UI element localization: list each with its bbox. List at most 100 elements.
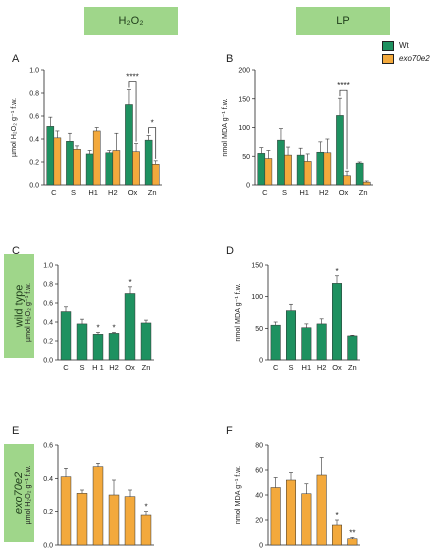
- x-tick-label: S: [288, 548, 293, 550]
- y-tick-label: 0.4: [43, 320, 53, 327]
- bar-wt-s: [285, 310, 297, 361]
- x-tick-label: Ox: [125, 548, 135, 550]
- bar-wt-zn: [355, 162, 364, 186]
- significance-bracket: [339, 89, 348, 170]
- bar-wt-h1: [296, 154, 305, 186]
- bar-wt-h2: [108, 333, 120, 361]
- panel-letter-e: E: [12, 425, 19, 437]
- bar-exo70e2-ox: [331, 524, 343, 546]
- panel-e: E 0.0 0.2 0.4 0.6 µmol H₂O₂ g⁻¹ f.w. C S H 1 H2 Ox…: [12, 425, 154, 550]
- bar-exo70e2-h2: [323, 152, 332, 186]
- y-tick-label: 200: [238, 68, 250, 75]
- x-tick-label: Ox: [128, 188, 138, 197]
- panel-letter-c: C: [12, 245, 20, 257]
- x-tick-label: S: [71, 188, 76, 197]
- bar-exo70e2-zn: [347, 538, 358, 546]
- y-tick-label: 0.6: [43, 301, 53, 308]
- bar-wt-h2: [105, 152, 114, 186]
- y-axis-label: µmol H₂O₂ g⁻¹ f.w.: [9, 98, 18, 157]
- y-tick-label: 50: [255, 326, 263, 333]
- panel-d: D 0 50 100 150 nmol MDA g⁻¹ f.w. C S H1 H2 Ox * Zn: [226, 245, 360, 372]
- y-tick-label: 150: [238, 96, 250, 103]
- x-tick-label: H 1: [92, 363, 104, 372]
- y-tick-label: 20: [255, 518, 263, 525]
- bar-exo70e2-s: [285, 479, 297, 546]
- y-tick-label: 40: [255, 493, 263, 500]
- bar-wt-zn: [140, 322, 152, 361]
- significance-bracket: [128, 81, 137, 142]
- y-tick-label: 0.0: [29, 183, 39, 190]
- y-tick-label: 0: [259, 358, 263, 365]
- x-tick-label: H1: [302, 548, 312, 550]
- legend-swatch-exo70e2: [382, 53, 394, 64]
- y-tick-label: 0.4: [43, 476, 53, 483]
- panel-f: F 0 20 40 60 80 nmol MDA g⁻¹ f.w. C S H1 H2 Ox * Zn **: [226, 425, 360, 550]
- x-tick-label: H2: [109, 363, 119, 372]
- row-label-wild-type: wild type: [4, 254, 34, 358]
- x-tick-label: S: [282, 188, 287, 197]
- bar-exo70e2-h2: [108, 494, 120, 546]
- x-tick-label: H2: [317, 548, 327, 550]
- x-tick-label: Zn: [348, 548, 357, 550]
- y-axis-label: µmol H₂O₂ g⁻¹ f.w.: [23, 465, 32, 524]
- y-axis-label: nmol MDA g⁻¹ f.w.: [233, 283, 242, 341]
- x-tick-label: H1: [302, 363, 312, 372]
- panel-letter-a: A: [12, 53, 20, 65]
- x-tick-label: Zn: [359, 188, 368, 197]
- significance-star: *: [335, 511, 338, 520]
- bar-wt-ox: [124, 293, 136, 361]
- x-tick-label: C: [63, 363, 69, 372]
- significance-star: *: [335, 267, 338, 276]
- y-tick-label: 50: [242, 154, 250, 161]
- bar-exo70e2-ox: [343, 175, 351, 186]
- significance-label: ****: [126, 73, 138, 82]
- x-tick-label: H1: [88, 188, 98, 197]
- bar-wt-h2: [316, 323, 327, 361]
- row-label-exo70e2: exo70e2: [4, 444, 34, 542]
- bar-exo70e2-c: [60, 476, 72, 546]
- y-tick-label: 80: [255, 443, 263, 450]
- bar-exo70e2-zn: [151, 164, 160, 186]
- bar-exo70e2-s: [76, 493, 88, 546]
- bar-wt-s: [66, 141, 74, 186]
- y-tick-label: 0.2: [43, 339, 53, 346]
- y-tick-label: 0.2: [29, 160, 39, 167]
- y-axis-label: nmol MDA g⁻¹ f.w.: [233, 466, 242, 524]
- y-tick-label: 0.8: [29, 91, 39, 98]
- bar-exo70e2-s: [284, 154, 292, 186]
- x-tick-label: H1: [299, 188, 309, 197]
- bar-exo70e2-zn: [140, 514, 152, 546]
- bar-wt-c: [270, 324, 281, 361]
- x-tick-label: C: [51, 188, 57, 197]
- y-tick-label: 60: [255, 468, 263, 475]
- x-tick-label: Ox: [332, 548, 342, 550]
- x-tick-label: S: [79, 363, 84, 372]
- x-tick-label: S: [288, 363, 293, 372]
- y-tick-label: 100: [238, 125, 250, 132]
- x-tick-label: C: [273, 363, 279, 372]
- legend-swatch-wt: [382, 40, 394, 51]
- legend-label-exo70e2: exo70e2: [399, 54, 430, 63]
- bar-exo70e2-h1: [301, 493, 312, 546]
- x-tick-label: H2: [319, 188, 329, 197]
- x-tick-label: Ox: [125, 363, 135, 372]
- x-tick-label: C: [63, 548, 69, 550]
- panel-letter-b: B: [226, 53, 233, 65]
- bar-exo70e2-ox: [124, 496, 136, 546]
- bar-exo70e2-h2: [112, 150, 121, 186]
- significance-star: *: [96, 323, 99, 332]
- bar-exo70e2-h2: [316, 474, 327, 546]
- x-tick-label: H2: [108, 188, 118, 197]
- bar-wt-ox: [331, 283, 343, 361]
- panel-letter-d: D: [226, 245, 234, 257]
- bar-exo70e2-h1: [92, 130, 101, 186]
- legend-label-wt: Wt: [399, 41, 409, 50]
- y-tick-label: 0: [259, 543, 263, 550]
- bar-wt-ox: [125, 104, 133, 186]
- y-tick-label: 0.6: [43, 443, 53, 450]
- panel-a: A 0.0 0.2 0.4 0.6 0.8 1.0 µmol H₂O₂ g⁻¹ f.w. C S H…: [9, 53, 162, 197]
- x-tick-label: H2: [317, 363, 327, 372]
- header-lp-label: LP: [336, 15, 350, 27]
- bar-wt-ox: [336, 115, 344, 186]
